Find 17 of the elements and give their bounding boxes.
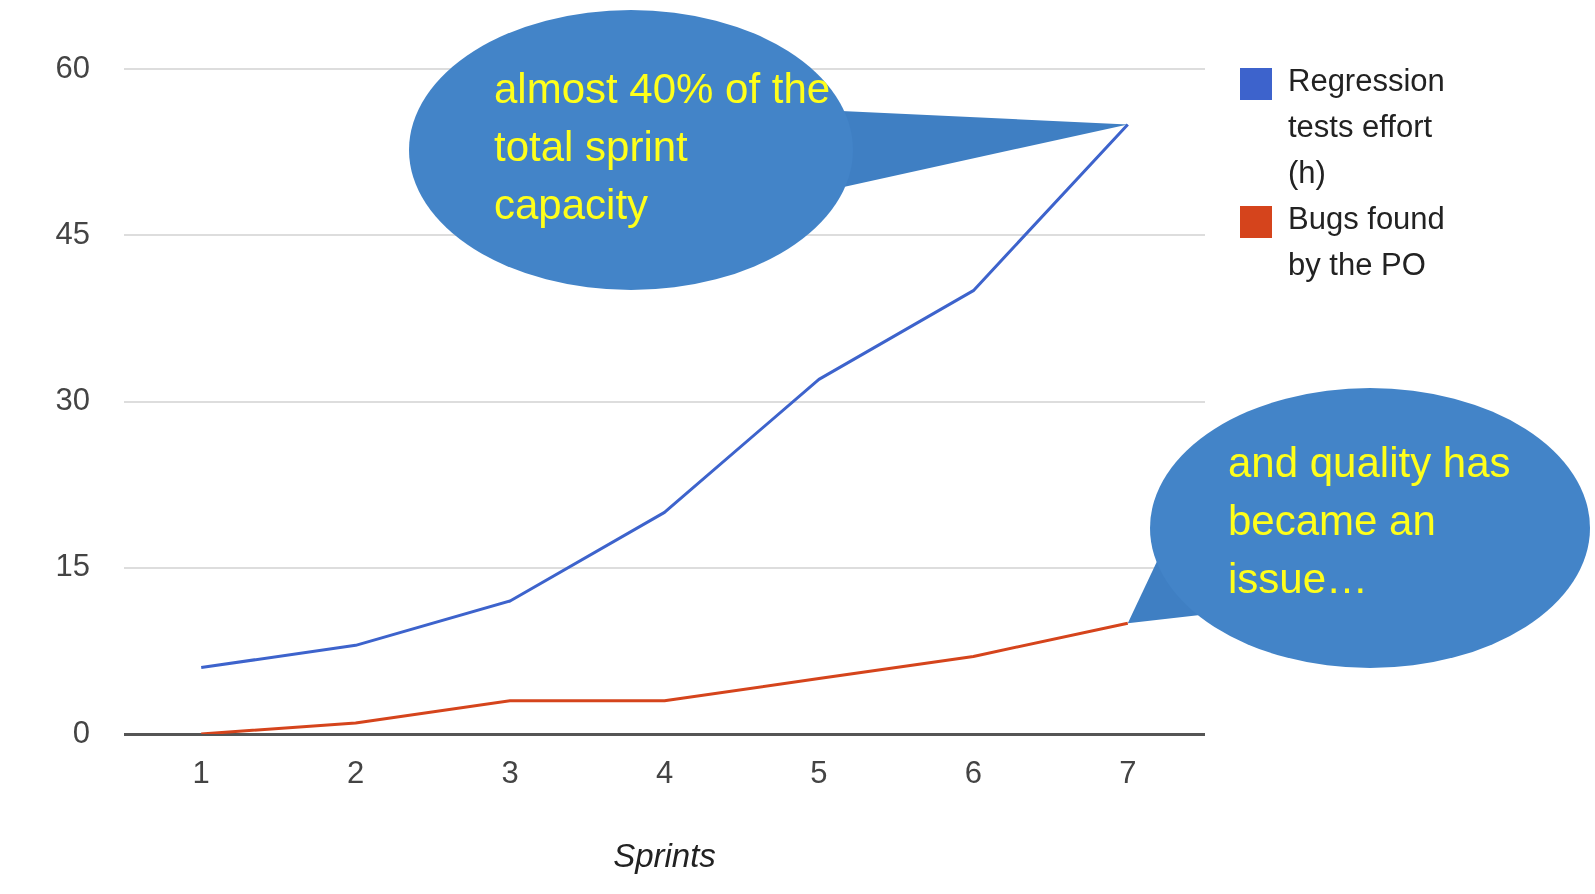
x-tick-label: 3 [501, 755, 519, 791]
y-tick-label: 45 [55, 215, 90, 251]
y-tick-label: 15 [55, 548, 90, 584]
annotation: and quality has became an issue… [1228, 438, 1512, 604]
x-tick-label: 4 [655, 755, 674, 791]
annotation: almost 40% of the total sprint capacity [494, 64, 832, 230]
x-axis-title: Sprints [613, 837, 716, 875]
x-tick-label: 2 [347, 755, 365, 791]
legend-label: Regression tests effort (h) [1288, 62, 1446, 192]
x-tick-label: 1 [192, 755, 210, 791]
x-tick-label: 5 [810, 755, 828, 791]
x-tick-label: 6 [964, 755, 982, 791]
y-tick-label: 30 [55, 382, 90, 418]
x-tick-label: 7 [1119, 755, 1137, 791]
legend-label: Bugs found by the PO [1288, 200, 1446, 284]
y-tick-label: 0 [72, 714, 90, 750]
y-tick-label: 60 [55, 49, 90, 85]
